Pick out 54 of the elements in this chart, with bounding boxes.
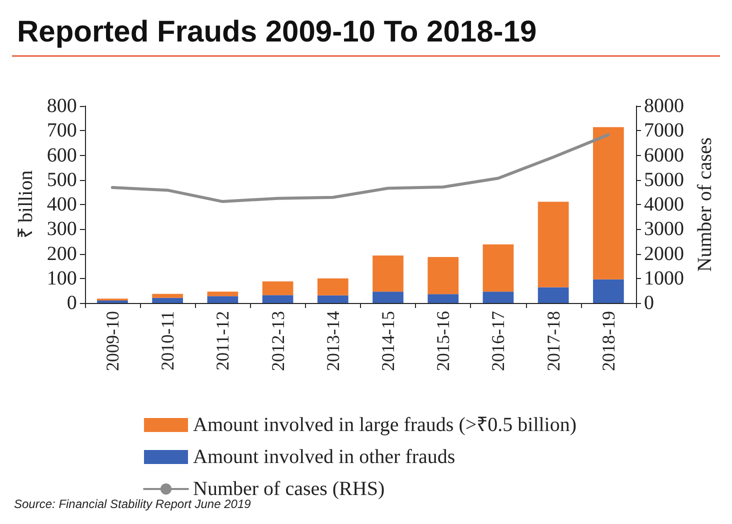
y-tick-label: 200: [46, 242, 77, 265]
x-tick-label: 2015-16: [433, 311, 454, 371]
bar: [152, 298, 183, 303]
bar: [428, 256, 459, 294]
y-tick-label: 400: [46, 194, 77, 216]
bar: [317, 295, 348, 303]
y2-tick-label: 8000: [644, 95, 684, 117]
x-tick-label: 2012-13: [268, 311, 288, 371]
bar: [593, 127, 624, 280]
bar: [482, 244, 514, 292]
bar: [482, 292, 514, 303]
y2-tick-label: 7000: [644, 120, 684, 142]
x-tick-label: 2016-17: [488, 311, 508, 371]
bar: [152, 294, 183, 298]
bar: [538, 202, 569, 288]
chart-title: Reported Frauds 2009-10 To 2018-19: [17, 16, 537, 48]
y2-axis-title: Number of cases: [694, 137, 716, 272]
source-note: Source: Financial Stability Report June 2019: [14, 497, 252, 511]
x-tick-label: 2017-18: [543, 311, 564, 371]
y2-tick-label: 6000: [644, 144, 684, 166]
y-tick-label: 600: [46, 144, 77, 166]
bar: [262, 281, 294, 296]
x-tick-label: 2014-15: [378, 311, 398, 371]
bar: [317, 278, 348, 296]
x-tick-label: 2013-14: [322, 311, 343, 371]
legend-label: Amount involved in large frauds (>₹0.5 billion): [193, 414, 577, 436]
bar: [538, 287, 569, 303]
y2-tick-label: 3000: [644, 218, 684, 240]
bar: [593, 279, 624, 303]
legend-label: Amount involved in other frauds: [193, 446, 456, 468]
y-tick-label: 800: [46, 95, 77, 117]
legend-label: Number of cases (RHS): [193, 478, 385, 500]
line-series: [110, 133, 610, 204]
y2-tick-label: 0: [644, 292, 654, 314]
y-tick-label: 300: [46, 218, 77, 240]
bar: [262, 295, 294, 303]
bar: [372, 255, 404, 292]
bar: [428, 294, 459, 303]
x-tick-label: 2018-19: [598, 311, 618, 371]
bar: [207, 296, 238, 303]
y2-tick-label: 2000: [644, 242, 684, 265]
y-axis-title: ₹ billion: [15, 170, 37, 239]
y-tick-label: 500: [46, 168, 77, 191]
y-tick-label: 700: [46, 120, 77, 142]
y2-tick-label: 1000: [644, 267, 684, 290]
bar: [372, 292, 404, 303]
x-tick-label: 2011-12: [212, 311, 233, 370]
y2-tick-label: 5000: [644, 168, 684, 191]
y-tick-label: 100: [46, 267, 77, 290]
y2-tick-label: 4000: [644, 194, 684, 216]
y-tick-label: 0: [66, 292, 77, 314]
x-tick-label: 2010-11: [158, 311, 178, 370]
bar: [207, 292, 238, 296]
x-tick-label: 2009-10: [102, 311, 122, 371]
